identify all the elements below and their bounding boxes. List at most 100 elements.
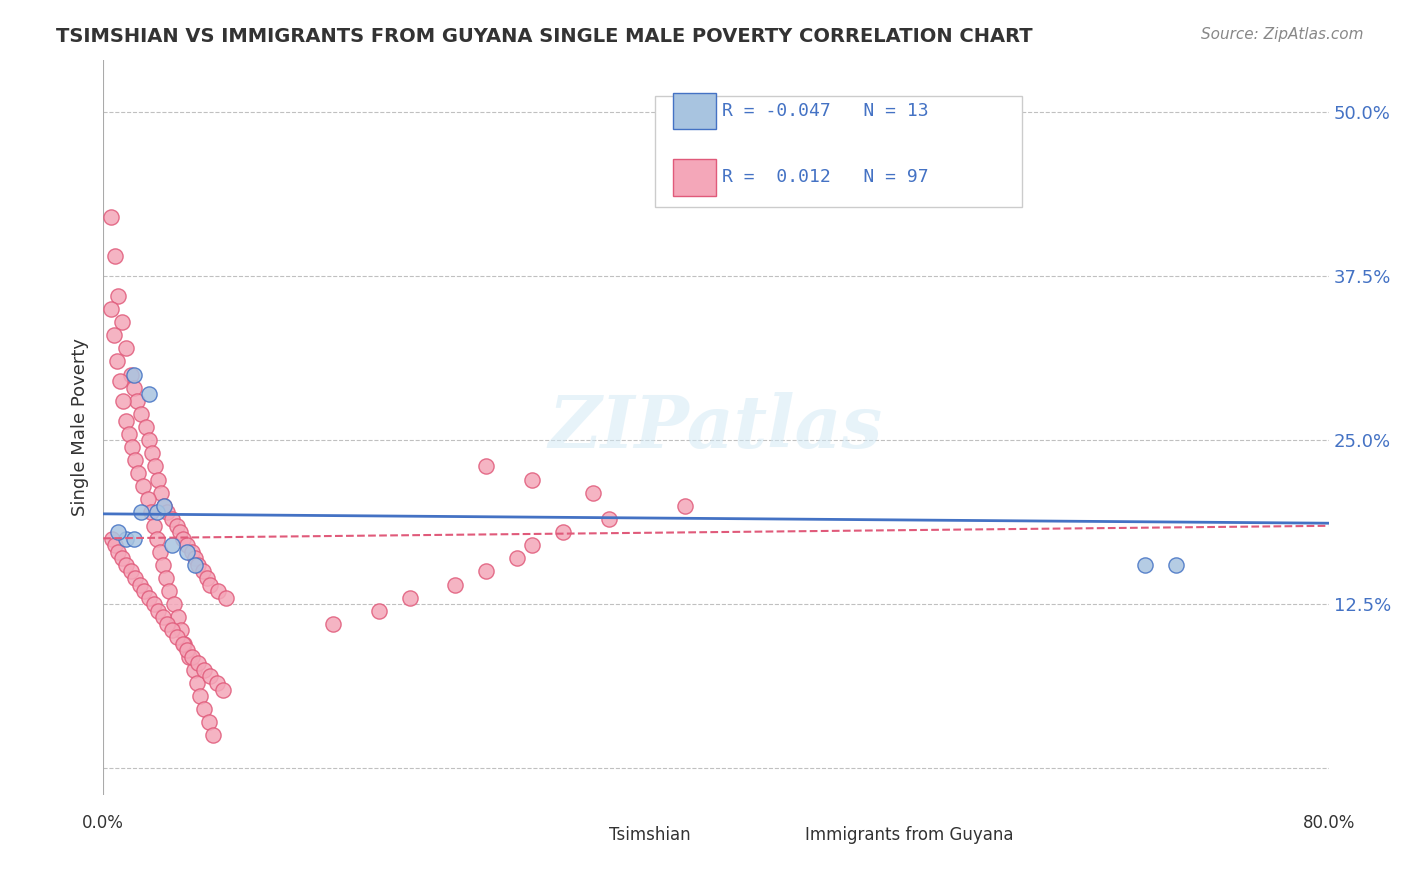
Point — [156, 505, 179, 519]
Point — [150, 485, 173, 500]
Point — [520, 473, 543, 487]
Point — [186, 676, 208, 690]
Text: R = -0.047   N = 13: R = -0.047 N = 13 — [723, 102, 929, 120]
Point — [124, 453, 146, 467]
Point — [191, 565, 214, 579]
Point — [104, 250, 127, 264]
Point — [127, 466, 149, 480]
Point — [176, 545, 198, 559]
Point — [149, 545, 172, 559]
Point — [120, 368, 142, 382]
Point — [193, 663, 215, 677]
Point — [184, 551, 207, 566]
Text: 0.0%: 0.0% — [82, 814, 124, 832]
Point — [173, 637, 195, 651]
Point — [207, 584, 229, 599]
FancyBboxPatch shape — [761, 825, 799, 848]
Point — [101, 532, 124, 546]
Point — [215, 591, 238, 605]
Point — [110, 551, 132, 566]
Point — [367, 604, 389, 618]
Point — [188, 689, 211, 703]
Point — [142, 597, 165, 611]
Point — [152, 558, 174, 572]
Point — [160, 512, 183, 526]
Point — [131, 407, 153, 421]
Point — [205, 676, 228, 690]
Point — [160, 624, 183, 638]
Point — [108, 374, 131, 388]
Text: TSIMSHIAN VS IMMIGRANTS FROM GUYANA SINGLE MALE POVERTY CORRELATION CHART: TSIMSHIAN VS IMMIGRANTS FROM GUYANA SING… — [56, 27, 1033, 45]
Point — [177, 649, 200, 664]
Point — [187, 657, 209, 671]
Point — [134, 584, 156, 599]
Point — [198, 715, 221, 730]
Point — [582, 485, 605, 500]
Point — [152, 610, 174, 624]
Point — [115, 532, 138, 546]
Point — [157, 584, 180, 599]
Point — [169, 524, 191, 539]
Point — [100, 301, 122, 316]
Point — [598, 512, 620, 526]
Text: Tsimshian: Tsimshian — [609, 826, 690, 844]
Point — [135, 420, 157, 434]
Point — [167, 610, 190, 624]
Point — [115, 558, 138, 572]
Point — [551, 524, 574, 539]
Point — [107, 289, 129, 303]
Point — [202, 729, 225, 743]
Point — [673, 499, 696, 513]
Point — [138, 433, 160, 447]
Point — [145, 532, 167, 546]
Point — [1164, 558, 1187, 572]
Text: 80.0%: 80.0% — [1302, 814, 1355, 832]
Point — [120, 565, 142, 579]
Point — [112, 393, 135, 408]
FancyBboxPatch shape — [655, 96, 1022, 207]
Point — [475, 565, 498, 579]
Point — [166, 630, 188, 644]
Point — [142, 518, 165, 533]
Point — [195, 571, 218, 585]
FancyBboxPatch shape — [565, 825, 603, 848]
Point — [187, 558, 209, 572]
Point — [444, 577, 467, 591]
Point — [193, 702, 215, 716]
Text: ZIPatlas: ZIPatlas — [548, 392, 883, 463]
Point — [475, 459, 498, 474]
Point — [322, 616, 344, 631]
Point — [139, 505, 162, 519]
Point — [121, 440, 143, 454]
Point — [1133, 558, 1156, 572]
Point — [172, 637, 194, 651]
Point — [176, 538, 198, 552]
Text: Immigrants from Guyana: Immigrants from Guyana — [806, 826, 1014, 844]
Point — [129, 577, 152, 591]
Point — [211, 682, 233, 697]
Point — [136, 492, 159, 507]
Point — [122, 368, 145, 382]
Point — [200, 669, 222, 683]
Point — [143, 459, 166, 474]
Point — [138, 387, 160, 401]
Point — [148, 604, 170, 618]
Point — [398, 591, 420, 605]
Point — [145, 505, 167, 519]
Point — [148, 473, 170, 487]
Point — [141, 446, 163, 460]
Point — [104, 538, 127, 552]
Point — [520, 538, 543, 552]
FancyBboxPatch shape — [673, 159, 716, 195]
Point — [172, 532, 194, 546]
Point — [176, 643, 198, 657]
Point — [107, 545, 129, 559]
Point — [115, 342, 138, 356]
Point — [155, 571, 177, 585]
Point — [124, 571, 146, 585]
Point — [131, 505, 153, 519]
Point — [105, 354, 128, 368]
Point — [160, 538, 183, 552]
Point — [162, 597, 184, 611]
Point — [181, 649, 204, 664]
